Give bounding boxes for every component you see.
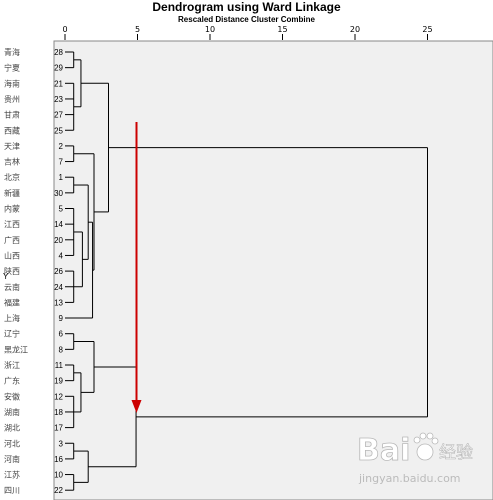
x-tick-label: 5 <box>135 25 140 34</box>
case-id: 22 <box>54 486 63 495</box>
case-id: 1 <box>59 173 64 182</box>
case-label: 黑龙江 <box>4 344 28 354</box>
watermark-url: jingyan.baidu.com <box>358 472 461 485</box>
case-id: 25 <box>54 126 63 135</box>
case-label: 宁夏 <box>4 63 20 73</box>
arrow-head <box>131 400 142 413</box>
case-label: 湖南 <box>4 407 20 417</box>
case-id: 7 <box>59 158 64 167</box>
case-id: 18 <box>54 408 63 417</box>
case-label: 新疆 <box>4 188 20 198</box>
case-label: 云南 <box>4 282 20 292</box>
case-label: 陕西 <box>4 266 20 276</box>
case-id: 28 <box>54 48 63 57</box>
case-id: 8 <box>59 345 64 354</box>
case-id: 5 <box>59 205 64 214</box>
watermark-brand-suffix: 经验 <box>439 443 473 463</box>
x-tick-label: 0 <box>62 25 67 34</box>
case-id: 21 <box>54 79 63 88</box>
x-tick-label: 25 <box>422 25 432 34</box>
case-label: 四川 <box>4 486 20 495</box>
case-label: 辽宁 <box>4 329 20 339</box>
case-id: 29 <box>54 64 63 73</box>
case-id: 14 <box>54 220 63 229</box>
case-label: 天津 <box>4 141 20 151</box>
case-id: 4 <box>59 251 64 260</box>
case-id: 24 <box>54 283 63 292</box>
case-label: 广西 <box>4 235 20 245</box>
case-id: 26 <box>54 267 63 276</box>
case-id: 19 <box>54 377 63 386</box>
case-label: 贵州 <box>4 94 20 104</box>
case-label: 福建 <box>4 297 20 307</box>
case-label: 吉林 <box>4 157 20 167</box>
case-label: 上海 <box>4 313 20 323</box>
case-label: 河南 <box>4 454 20 464</box>
watermark-logo: Bai 经验 jingyan.baidu.com <box>357 432 473 485</box>
case-id: 17 <box>54 424 63 433</box>
case-label: 甘肃 <box>4 110 20 120</box>
chart-title: Dendrogram using Ward Linkage <box>152 0 341 14</box>
case-label: 山西 <box>4 250 20 260</box>
watermark-brand: Bai <box>357 433 410 468</box>
case-label: 青海 <box>4 47 20 57</box>
x-tick-label: 20 <box>350 25 360 34</box>
case-id: 2 <box>59 142 64 151</box>
case-label: 广东 <box>4 376 20 386</box>
case-label: 北京 <box>4 172 20 182</box>
case-id: 12 <box>54 392 63 401</box>
case-id: 23 <box>54 95 63 104</box>
dendrogram-tree <box>65 51 428 491</box>
case-label: 湖北 <box>4 424 20 433</box>
case-id: 13 <box>54 298 63 307</box>
case-id: 30 <box>54 189 63 198</box>
chart-subtitle: Rescaled Distance Cluster Combine <box>178 15 315 24</box>
case-label: 江西 <box>4 220 20 229</box>
case-id: 9 <box>59 314 64 323</box>
case-label: 内蒙 <box>4 204 20 214</box>
paw-icon <box>413 432 439 461</box>
x-tick-label: 15 <box>277 25 287 34</box>
case-id: 6 <box>59 330 64 339</box>
x-tick-label: 10 <box>205 25 215 34</box>
case-id: 3 <box>59 439 64 448</box>
case-labels: 青海 28 宁夏 29 海南 21 贵州 23 甘肃 27 西藏 25 天津 2 吉林 7 北京 1 新疆 30 内蒙 5… <box>4 47 64 495</box>
case-label: 浙江 <box>4 360 20 370</box>
plot-panel <box>53 40 493 500</box>
case-label: 西藏 <box>4 125 20 135</box>
case-label: 安徽 <box>4 391 20 401</box>
case-label: 河北 <box>4 438 20 448</box>
case-id: 16 <box>54 455 63 464</box>
case-id: 11 <box>55 361 64 370</box>
x-axis-ticks: 0 5 10 15 20 25 <box>62 25 433 40</box>
case-id: 10 <box>54 471 63 480</box>
annotation-arrow <box>131 122 142 413</box>
case-label: 海南 <box>4 78 20 88</box>
case-id: 27 <box>54 111 63 120</box>
case-label: 江苏 <box>4 470 20 480</box>
case-id: 20 <box>54 236 63 245</box>
y-axis-label: Y <box>3 272 9 281</box>
